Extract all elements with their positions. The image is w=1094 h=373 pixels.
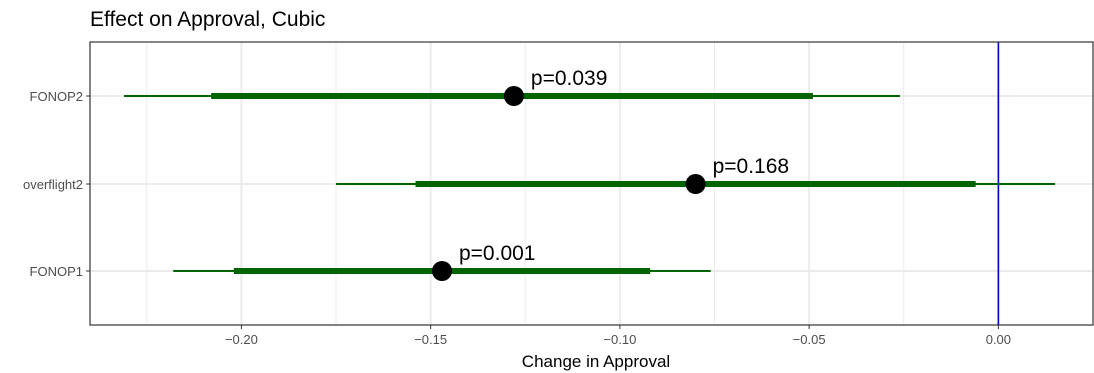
x-axis: −0.20 −0.15 −0.10 −0.05 0.00 [225,325,1011,347]
p-value-label: p=0.039 [531,67,608,90]
x-tick-label: −0.15 [414,332,447,347]
y-tick-label: FONOP2 [30,89,83,104]
x-axis-title: Change in Approval [522,352,670,371]
chart-title: Effect on Approval, Cubic [90,8,326,31]
x-tick-label: 0.00 [986,332,1011,347]
x-tick-label: −0.05 [793,332,826,347]
x-tick-label: −0.20 [225,332,258,347]
p-value-labels: p=0.039 p=0.168 p=0.001 [459,67,789,265]
y-tick-label: overflight2 [23,177,83,192]
point-estimate [431,261,452,281]
point-estimates [431,86,706,281]
p-value-label: p=0.168 [713,155,790,178]
point-estimate [503,86,524,106]
y-axis: FONOP2 overflight2 FONOP1 [23,89,90,279]
point-estimate [685,174,706,194]
x-tick-label: −0.10 [603,332,636,347]
p-value-label: p=0.001 [459,242,536,265]
y-tick-label: FONOP1 [30,264,83,279]
